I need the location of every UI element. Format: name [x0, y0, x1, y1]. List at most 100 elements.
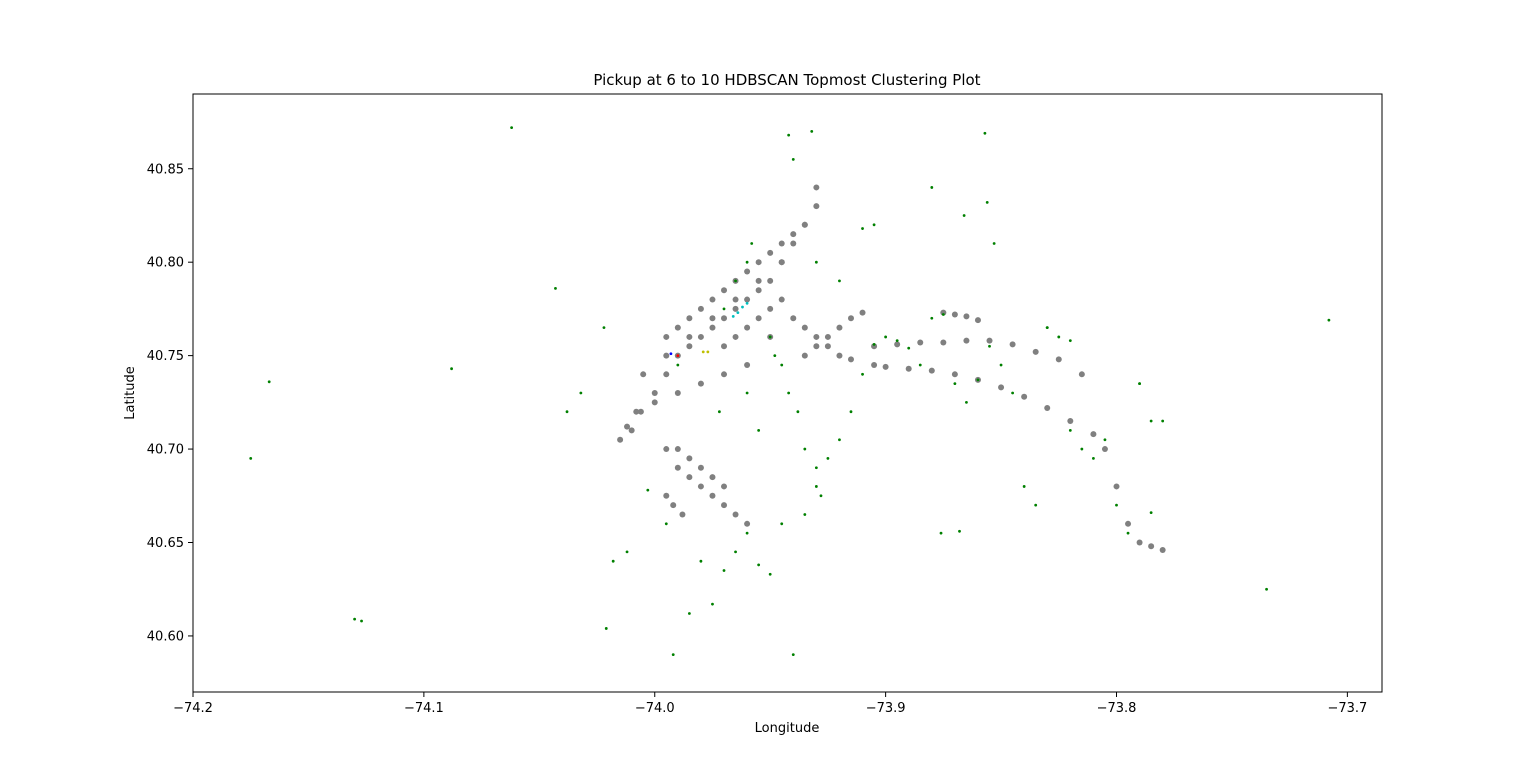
data-point-green [962, 214, 966, 217]
data-point-green [734, 279, 737, 283]
data-point-gray [801, 352, 808, 359]
data-point-gray [1044, 404, 1051, 411]
data-point-gray [744, 296, 751, 303]
data-point-gray [767, 277, 774, 284]
data-point-green [1068, 339, 1072, 343]
data-point-gray [744, 324, 751, 331]
data-point-gray [744, 268, 751, 275]
data-point-green [773, 354, 777, 358]
data-point-gray [709, 296, 716, 303]
data-point-green [958, 529, 961, 533]
data-point-gray [732, 305, 739, 312]
data-point-gray [963, 337, 970, 344]
data-point-green [1022, 485, 1026, 488]
data-point-gray [709, 492, 716, 499]
data-point-green [819, 494, 823, 498]
data-point-green [976, 378, 980, 382]
data-point-cyan [741, 305, 744, 309]
data-point-gray [721, 315, 728, 322]
data-point-green [676, 363, 680, 367]
data-point-gray [674, 446, 681, 453]
y-tick-label: 40.80 [147, 256, 184, 271]
data-point-green [999, 363, 1003, 367]
data-point-gray [697, 464, 704, 471]
data-point-gray [674, 464, 681, 471]
data-point-gray [697, 380, 704, 387]
data-point-gray [651, 390, 658, 396]
data-point-green [717, 410, 721, 414]
data-point-green [791, 653, 795, 657]
data-point-green [1103, 438, 1107, 442]
data-point-green [838, 279, 841, 283]
data-point-green [992, 242, 996, 245]
data-point-green [671, 653, 675, 657]
data-point-gray [1032, 348, 1039, 355]
data-point-yellow [701, 350, 705, 354]
data-point-green [861, 372, 864, 376]
data-point-green [1045, 326, 1049, 329]
data-point-gray [1021, 393, 1028, 400]
data-point-green [953, 382, 957, 386]
data-point-green [930, 186, 934, 189]
data-point-green [941, 313, 945, 316]
data-point-green [1080, 447, 1084, 451]
data-point-gray [1148, 543, 1155, 550]
data-point-gray [963, 313, 970, 320]
data-point-green [780, 522, 784, 526]
data-point-gray [778, 296, 785, 303]
data-point-gray [663, 446, 670, 453]
data-point-gray [1090, 431, 1097, 438]
data-point-gray [686, 455, 693, 462]
data-point-cyan [736, 311, 740, 315]
data-point-green [1265, 587, 1268, 591]
data-point-gray [755, 287, 762, 294]
data-point-gray [1113, 483, 1120, 490]
data-point-gray [801, 324, 808, 331]
data-point-gray [628, 427, 635, 434]
plot-points [249, 126, 1331, 657]
data-point-green [1092, 457, 1095, 460]
data-point-gray [721, 502, 728, 509]
data-point-green [810, 129, 814, 133]
data-point-gray [637, 408, 644, 415]
data-point-gray [732, 296, 739, 303]
data-point-green [1115, 503, 1118, 507]
data-point-gray [778, 240, 785, 247]
x-tick-label: −73.7 [1327, 701, 1367, 716]
data-point-red [676, 354, 680, 358]
data-point-gray [640, 371, 647, 378]
data-point-green [930, 316, 934, 320]
data-point-green [1068, 428, 1072, 432]
data-point-gray [732, 511, 739, 518]
data-point-green [664, 522, 668, 526]
y-tick-label: 40.60 [147, 629, 184, 644]
data-point-gray [813, 343, 820, 350]
data-point-cyan [745, 301, 749, 305]
data-point-green [360, 619, 363, 623]
data-point-gray [663, 333, 670, 340]
data-point-gray [624, 423, 631, 430]
data-point-gray [1136, 539, 1143, 546]
data-point-green [1327, 318, 1331, 322]
data-point-blue [669, 352, 673, 356]
data-point-gray [928, 367, 935, 374]
data-point-gray [686, 315, 693, 322]
data-point-green [745, 391, 749, 395]
data-point-green [510, 126, 514, 130]
data-point-green [768, 335, 772, 339]
data-point-gray [1125, 520, 1132, 527]
data-point-yellow [706, 350, 710, 354]
data-point-green [1011, 391, 1014, 395]
data-point-gray [732, 333, 739, 340]
data-point-green [722, 307, 726, 311]
data-point-gray [859, 309, 866, 316]
data-point-gray [778, 259, 785, 266]
data-point-gray [1055, 356, 1062, 363]
data-point-green [849, 410, 853, 414]
data-point-green [734, 550, 737, 554]
data-point-green [826, 457, 830, 460]
data-point-gray [894, 341, 901, 348]
data-point-gray [847, 315, 854, 322]
data-point-gray [905, 365, 912, 372]
data-point-gray [633, 408, 640, 415]
